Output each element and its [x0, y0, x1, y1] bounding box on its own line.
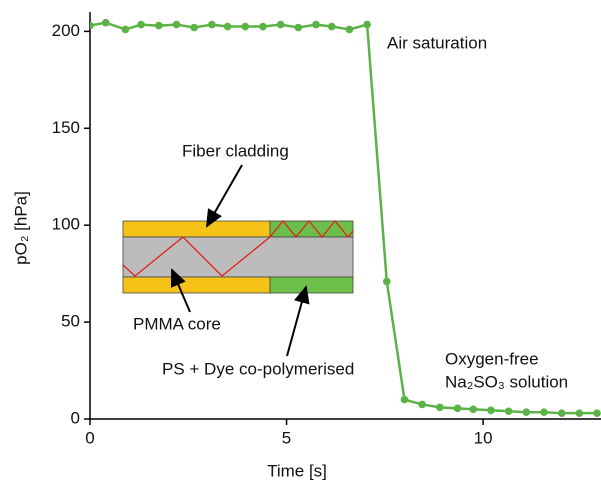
- x-tick-label: 5: [282, 428, 291, 447]
- data-point: [363, 20, 371, 29]
- inset-label: Fiber cladding: [182, 141, 289, 160]
- data-point: [400, 395, 409, 404]
- data-point: [540, 408, 548, 417]
- data-point: [208, 20, 216, 29]
- data-point: [418, 400, 426, 409]
- data-point: [327, 22, 336, 31]
- data-point: [345, 25, 354, 34]
- data-point: [593, 409, 601, 417]
- data-point: [90, 21, 94, 30]
- data-point: [436, 403, 444, 412]
- data-point: [259, 22, 267, 31]
- data-point: [276, 20, 285, 29]
- y-tick-label: 100: [52, 215, 80, 234]
- data-point: [154, 21, 163, 30]
- data-point: [101, 18, 110, 27]
- data-point: [294, 23, 303, 32]
- inset-diagram: Fiber cladding PMMA core PS + Dye co-pol…: [122, 141, 354, 378]
- annotation: Na₂SO₃ solution: [445, 372, 568, 391]
- y-tick-label: 150: [52, 118, 80, 137]
- data-point: [575, 409, 584, 417]
- inset-label: PMMA core: [133, 314, 221, 333]
- y-tick-label: 0: [71, 408, 80, 427]
- y-axis-label: pO₂ [hPa]: [11, 191, 30, 265]
- annotation: Air saturation: [387, 33, 487, 52]
- plot-area: [90, 18, 601, 417]
- inset-label: PS + Dye co-polymerised: [162, 359, 354, 378]
- data-point: [453, 404, 462, 413]
- data-point: [469, 405, 478, 414]
- x-axis-label: Time [s]: [267, 461, 327, 480]
- data-point: [487, 406, 495, 415]
- x-tick-label: 10: [474, 428, 493, 447]
- data-point: [382, 277, 391, 286]
- data-point: [557, 409, 566, 417]
- data-point: [241, 22, 250, 31]
- data-point: [223, 22, 232, 31]
- data-point: [121, 25, 130, 34]
- data-point: [190, 23, 198, 32]
- data-point: [137, 20, 145, 29]
- y-tick-label: 200: [52, 21, 80, 40]
- data-point: [522, 408, 531, 417]
- data-point: [172, 20, 181, 29]
- y-tick-label: 50: [61, 312, 80, 331]
- data-point: [504, 407, 513, 416]
- data-point: [312, 20, 320, 29]
- annotation: Oxygen-free: [445, 349, 539, 368]
- x-tick-label: 0: [85, 428, 94, 447]
